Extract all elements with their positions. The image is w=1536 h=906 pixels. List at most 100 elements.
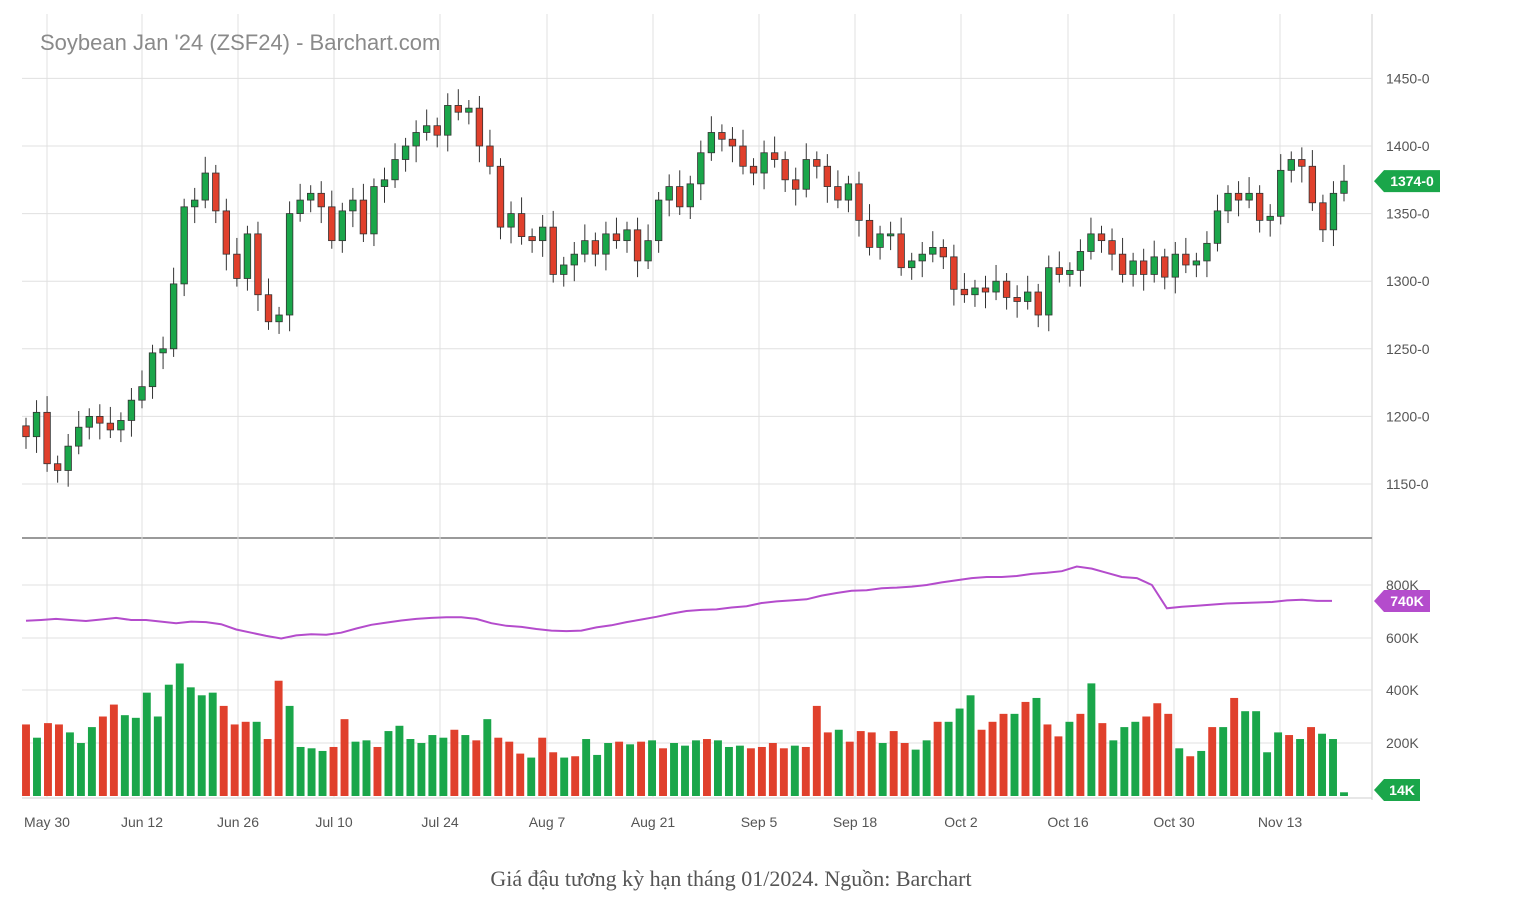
volume-bar [65, 732, 74, 796]
volume-bar [626, 744, 635, 796]
candle [739, 129, 747, 175]
candle-body-up [138, 386, 146, 401]
volume-bar [560, 757, 569, 796]
candle-body-down [475, 107, 484, 147]
volume-bar [351, 741, 360, 796]
volume-bar [1274, 732, 1283, 796]
volume-bar [1208, 727, 1217, 796]
candle [1340, 164, 1348, 202]
volume-bar [285, 705, 294, 796]
volume-bar [1296, 739, 1305, 796]
oi-badge-text: 740K [1390, 593, 1423, 609]
volume-bar [1153, 703, 1162, 796]
candle [1287, 151, 1295, 183]
candle [792, 167, 800, 206]
volume-bar [1032, 697, 1041, 796]
candle-body-down [749, 165, 758, 174]
candle-body-down [718, 132, 726, 140]
volume-bar [109, 704, 118, 796]
volume-bar [263, 739, 272, 796]
candle-body-down [981, 287, 990, 293]
candle-body-down [1161, 256, 1169, 278]
candle [538, 214, 547, 257]
candle [802, 143, 810, 198]
candle-body-up [1087, 233, 1095, 252]
candle [349, 187, 357, 228]
candle-body-up [148, 352, 157, 388]
candle [317, 181, 325, 224]
volume-bar [845, 741, 854, 796]
candle [127, 388, 136, 437]
volume-bar [461, 735, 470, 796]
candle [1055, 251, 1063, 283]
candlestick-series [22, 89, 1348, 487]
candle [549, 210, 557, 283]
price-tick-label: 1250-0 [1386, 341, 1430, 357]
candle [1245, 177, 1253, 209]
candle [1066, 262, 1074, 287]
candle-body-up [707, 132, 716, 154]
volume-bar [1252, 711, 1261, 796]
volume-bar [966, 695, 975, 796]
candle [22, 417, 30, 449]
candle-body-down [359, 199, 368, 235]
candle-body-down [317, 192, 325, 208]
volume-bar [549, 752, 558, 796]
candle-body-up [159, 348, 167, 354]
candle [581, 224, 589, 263]
candle-body-down [633, 229, 642, 262]
volume-bar [834, 729, 843, 796]
volume-bar [428, 735, 437, 796]
candle [1013, 285, 1021, 318]
candle [1298, 147, 1306, 183]
price-last-badge: 1374-0 [1374, 170, 1440, 193]
candle-body-up [1224, 192, 1232, 212]
grid [22, 14, 1373, 800]
x-tick-label: Oct 30 [1153, 814, 1194, 830]
volume-bar [670, 743, 678, 796]
volume-bar [494, 737, 503, 796]
candle [1234, 181, 1243, 217]
volume-bar [735, 745, 744, 796]
price-tick-label: 1300-0 [1386, 273, 1430, 289]
candle [633, 217, 642, 278]
volume-bar [406, 739, 415, 796]
volume-bar [98, 716, 107, 796]
candle [454, 89, 462, 121]
candle [444, 93, 452, 152]
candle-body-down [612, 233, 621, 242]
candle-body-up [1171, 253, 1179, 278]
candle-body-up [380, 179, 389, 187]
candle-body-up [444, 105, 452, 136]
volume-bar [1021, 701, 1030, 796]
candle-body-up [654, 199, 663, 242]
candle-body-down [1182, 253, 1190, 266]
candle-body-up [538, 226, 547, 242]
volume-bar [1219, 727, 1228, 796]
candle [644, 224, 652, 270]
volume-badge-text: 14K [1389, 782, 1415, 798]
candle-body-down [1319, 202, 1327, 231]
volume-bar [944, 721, 953, 796]
candle-body-down [855, 183, 863, 221]
candle-body-up [844, 183, 853, 201]
price-badge-shape [1374, 170, 1440, 193]
volume-bar [1307, 727, 1316, 796]
candle [243, 225, 252, 291]
volume-last-badge: 14K [1374, 779, 1420, 801]
candle-body-up [391, 159, 399, 181]
volume-bar [1263, 752, 1272, 796]
candle-body-up [169, 283, 178, 350]
volume-bar [329, 746, 338, 796]
volume-bar [1164, 713, 1173, 796]
candle [138, 370, 146, 409]
volume-bar [724, 746, 733, 796]
candle-body-up [423, 125, 431, 133]
candle-body-down [264, 294, 273, 323]
candle [75, 410, 83, 455]
candle-body-up [665, 186, 673, 201]
candle-body-up [127, 399, 136, 421]
oi-last-badge: 740K [1374, 590, 1430, 612]
volume-bar [790, 745, 799, 796]
candle [770, 136, 779, 168]
